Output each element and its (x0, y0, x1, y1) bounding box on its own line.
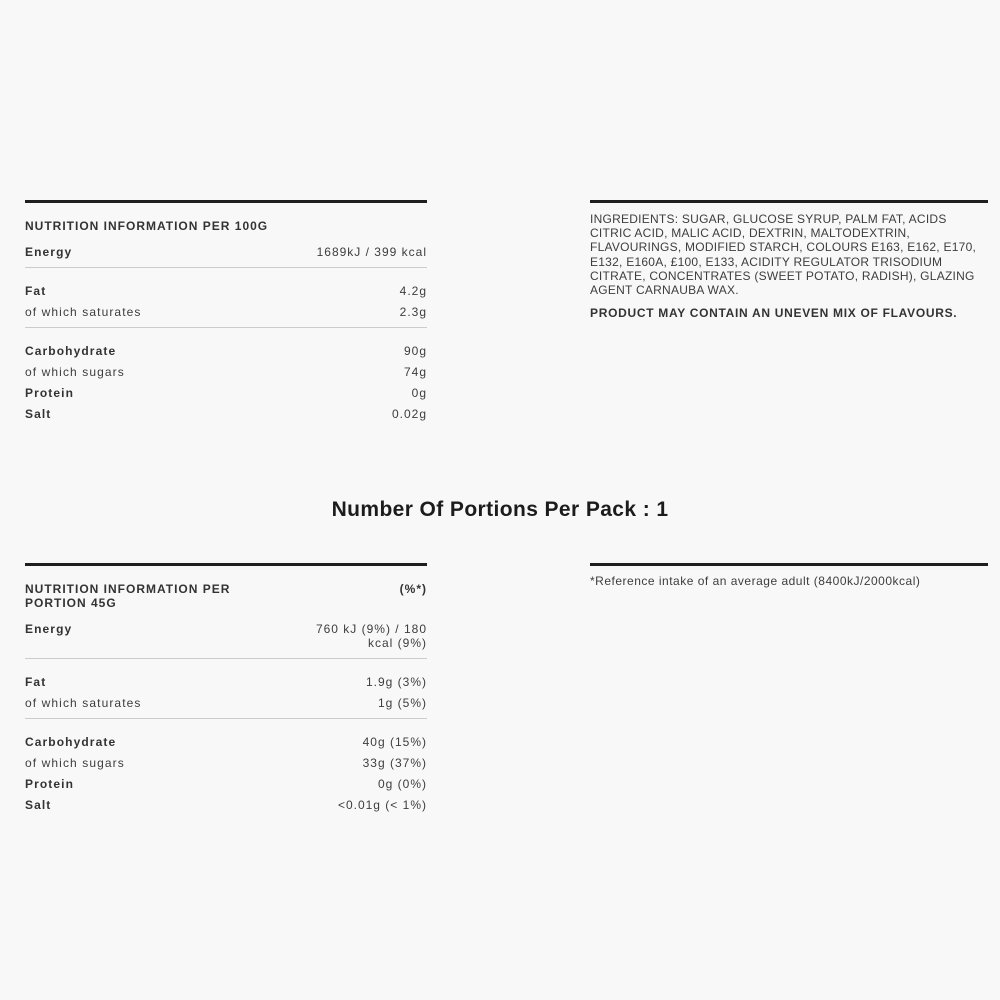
table-title-portion: NUTRITION INFORMATION PER PORTION 45G (25, 582, 231, 610)
table-row: Energy 760 kJ (9%) / 180 kcal (9%) (25, 618, 427, 653)
nutrient-group-carbohydrate: Carbohydrate 90g of which sugars 74g Pro… (25, 328, 427, 429)
nutrient-group-fat: Fat 1.9g (3%) of which saturates 1g (5%) (25, 659, 427, 719)
nutrient-value: 0g (411, 385, 427, 400)
nutrient-group-fat: Fat 4.2g of which saturates 2.3g (25, 268, 427, 328)
nutrition-table-portion: NUTRITION INFORMATION PER PORTION 45G (%… (25, 563, 427, 820)
nutrient-label: Protein (25, 776, 75, 791)
reference-intake-section: *Reference intake of an average adult (8… (590, 563, 988, 588)
nutrient-group-energy: Energy 760 kJ (9%) / 180 kcal (9%) (25, 616, 427, 659)
nutrient-group-carbohydrate: Carbohydrate 40g (15%) of which sugars 3… (25, 719, 427, 820)
table-row: Salt <0.01g (< 1%) (25, 794, 427, 815)
nutrition-table-100g: NUTRITION INFORMATION PER 100G Energy 16… (25, 200, 427, 429)
nutrient-label: of which saturates (25, 695, 142, 710)
nutrient-value: <0.01g (< 1%) (337, 797, 427, 812)
nutrient-value: 2.3g (399, 304, 427, 319)
table-row: of which saturates 2.3g (25, 301, 427, 322)
nutrient-value: 1.9g (3%) (365, 674, 427, 689)
nutrient-value: 0.02g (391, 406, 427, 421)
nutrient-label: Salt (25, 406, 52, 421)
portions-per-pack-heading: Number Of Portions Per Pack : 1 (331, 498, 669, 521)
nutrient-group-energy: Energy 1689kJ / 399 kcal (25, 239, 427, 268)
table-row: Protein 0g (25, 382, 427, 403)
nutrient-value: 74g (403, 364, 427, 379)
table-row: Protein 0g (0%) (25, 773, 427, 794)
ingredients-text: INGREDIENTS: SUGAR, GLUCOSE SYRUP, PALM … (590, 212, 977, 298)
nutrient-value: 1689kJ / 399 kcal (316, 244, 427, 259)
nutrient-label: Fat (25, 283, 47, 298)
nutrient-label: Energy (25, 244, 73, 259)
percent-column-header: (%*) (399, 582, 427, 596)
allergen-warning-text: PRODUCT MAY CONTAIN AN UNEVEN MIX OF FLA… (590, 306, 958, 321)
nutrient-label: of which saturates (25, 304, 142, 319)
nutrient-value: 1g (5%) (377, 695, 427, 710)
table-title-portion-row: NUTRITION INFORMATION PER PORTION 45G (%… (25, 582, 427, 610)
table-row: Fat 4.2g (25, 280, 427, 301)
table-row: Carbohydrate 90g (25, 340, 427, 361)
nutrient-value: 40g (15%) (362, 734, 427, 749)
nutrient-label: of which sugars (25, 364, 125, 379)
nutrient-value: 0g (0%) (377, 776, 427, 791)
nutrient-value: 90g (403, 343, 427, 358)
table-row: of which sugars 33g (37%) (25, 752, 427, 773)
table-row: Carbohydrate 40g (15%) (25, 731, 427, 752)
nutrient-label: Carbohydrate (25, 343, 117, 358)
nutrient-value: 4.2g (399, 283, 427, 298)
table-row: Salt 0.02g (25, 403, 427, 424)
nutrient-label: Energy (25, 621, 73, 636)
nutrient-value: 33g (37%) (362, 755, 427, 770)
table-row: of which saturates 1g (5%) (25, 692, 427, 713)
ingredients-section: INGREDIENTS: SUGAR, GLUCOSE SYRUP, PALM … (590, 200, 988, 320)
table-row: of which sugars 74g (25, 361, 427, 382)
table-row: Energy 1689kJ / 399 kcal (25, 241, 427, 262)
nutrient-label: Carbohydrate (25, 734, 117, 749)
nutrient-label: Fat (25, 674, 47, 689)
nutrient-value: 760 kJ (9%) / 180 kcal (9%) (315, 621, 427, 650)
nutrient-label: Protein (25, 385, 75, 400)
nutrient-label: Salt (25, 797, 52, 812)
table-row: Fat 1.9g (3%) (25, 671, 427, 692)
table-title-100g: NUTRITION INFORMATION PER 100G (25, 219, 269, 233)
reference-intake-note: *Reference intake of an average adult (8… (590, 574, 921, 588)
nutrient-label: of which sugars (25, 755, 125, 770)
